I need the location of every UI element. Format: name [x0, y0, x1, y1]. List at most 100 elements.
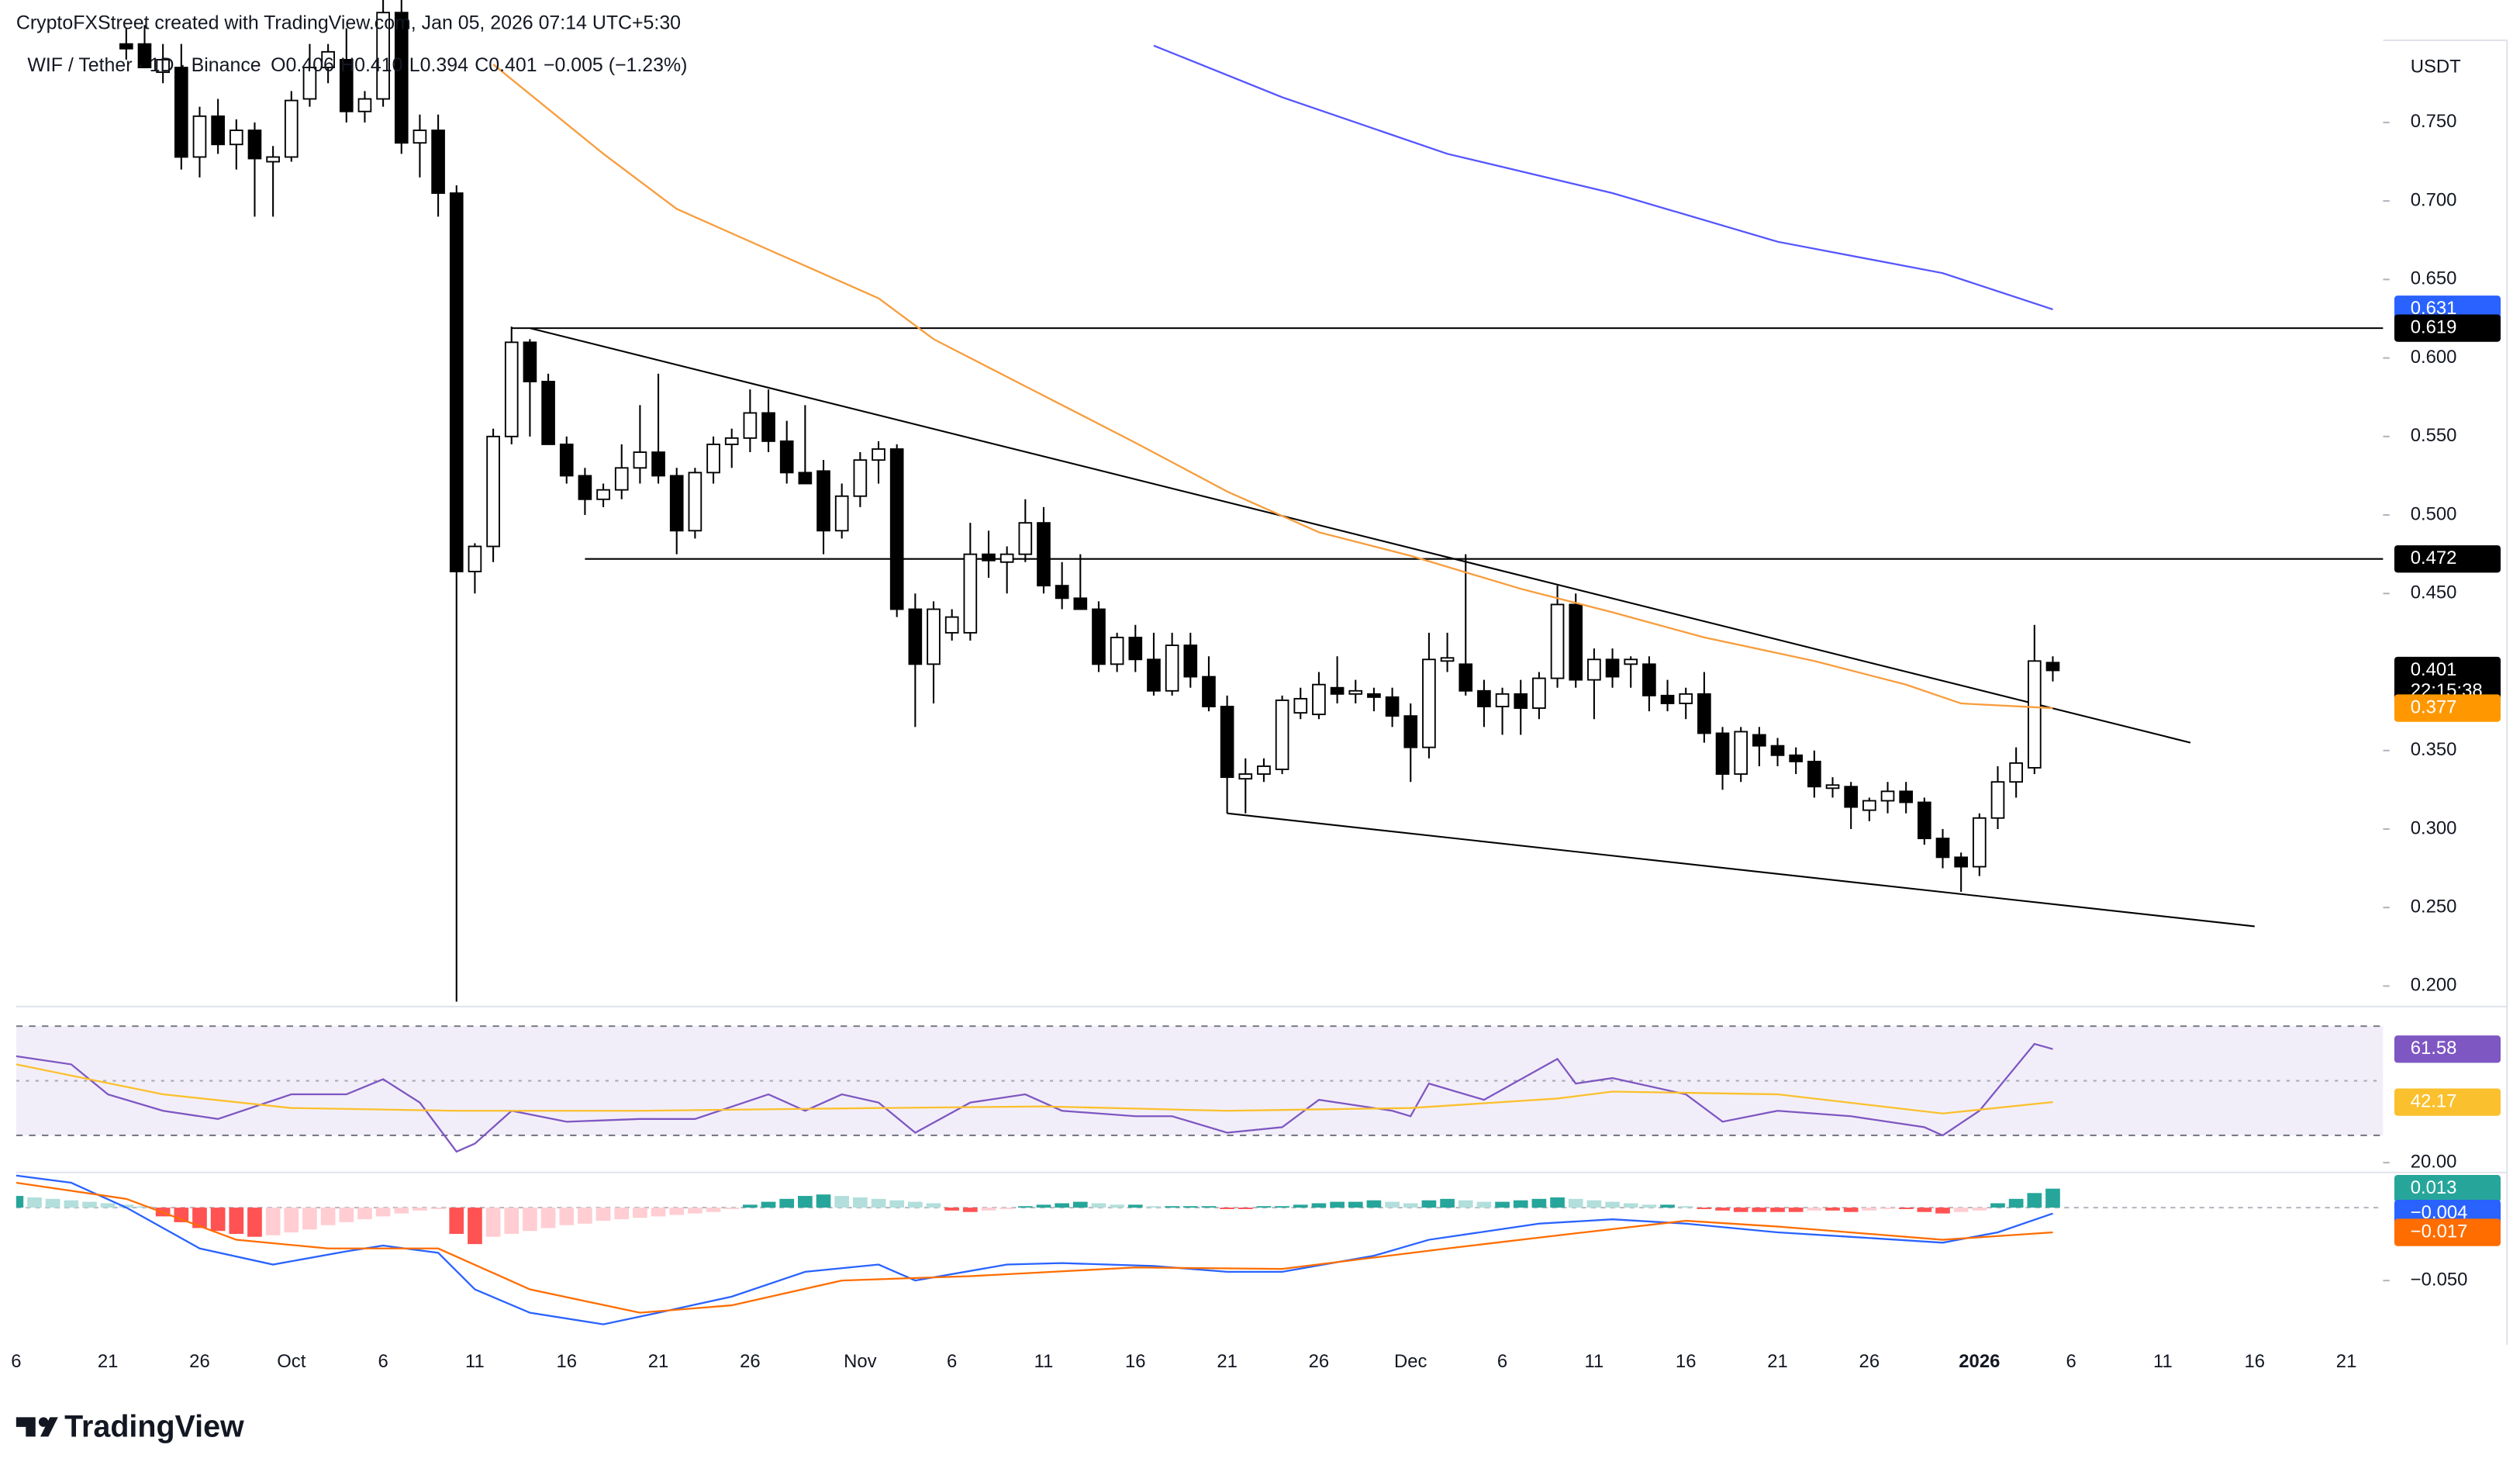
histogram-bar — [1403, 1203, 1418, 1208]
trend-line — [1227, 812, 2255, 928]
candle-body — [192, 115, 207, 158]
y-tick-label: −0.050 — [2411, 1269, 2468, 1290]
candle-body — [798, 472, 813, 485]
candle-body — [1275, 699, 1289, 770]
histogram-bar — [229, 1208, 244, 1234]
histogram-bar — [45, 1198, 60, 1208]
candle-body — [779, 440, 794, 474]
y-tick-label: 0.700 — [2411, 189, 2457, 210]
histogram-bar — [302, 1208, 317, 1230]
candle-body — [1918, 801, 1931, 840]
price-label — [2394, 314, 2501, 342]
price-label-text: 42.17 — [2411, 1090, 2457, 1111]
y-tick-label: 20.00 — [2411, 1151, 2457, 1172]
candle-body — [321, 50, 335, 68]
y-tick-label: 0.300 — [2411, 817, 2457, 838]
histogram-bar — [908, 1201, 923, 1208]
candle-body — [1514, 693, 1528, 709]
y-tick-label: 0.550 — [2411, 425, 2457, 446]
histogram-bar — [1476, 1201, 1492, 1208]
x-tick-label: 26 — [1309, 1351, 1330, 1372]
candle-body — [266, 156, 280, 163]
y-tick-label: 0.250 — [2411, 896, 2457, 917]
histogram-bar — [962, 1208, 978, 1212]
candle-body — [908, 608, 923, 665]
candle-body — [1348, 689, 1363, 695]
candle-body — [853, 459, 868, 497]
candle-body — [578, 475, 592, 500]
histogram-bar — [816, 1194, 831, 1208]
histogram-bar — [1293, 1204, 1308, 1208]
histogram-bar — [779, 1198, 795, 1208]
candle-body — [669, 475, 684, 532]
histogram-bar — [449, 1208, 464, 1234]
price-label — [2394, 1174, 2501, 1203]
histogram-bar — [944, 1208, 960, 1211]
histogram-bar — [1752, 1208, 1767, 1212]
histogram-bar — [1972, 1208, 1987, 1211]
candle-body — [1367, 693, 1381, 698]
x-tick-label: 16 — [1676, 1351, 1697, 1372]
histogram-bar — [284, 1208, 299, 1233]
indicator-line — [16, 1063, 2053, 1114]
histogram-bar — [1091, 1203, 1106, 1208]
candle-body — [1147, 658, 1161, 692]
price-label — [2394, 1218, 2501, 1246]
histogram-bar — [1311, 1203, 1327, 1208]
histogram-bar — [1788, 1208, 1804, 1212]
candle-body — [1403, 715, 1418, 748]
candle-body — [944, 616, 959, 634]
histogram-bar — [1935, 1208, 1950, 1214]
price-label — [2394, 694, 2501, 722]
candle-body — [1844, 786, 1859, 808]
histogram-bar — [1421, 1200, 1437, 1208]
histogram-bar — [320, 1208, 336, 1225]
candle-body — [1110, 637, 1124, 665]
panel — [119, 0, 2384, 1002]
histogram-bar — [100, 1203, 116, 1208]
histogram-bar — [1458, 1200, 1473, 1208]
x-tick-label: Oct — [277, 1351, 306, 1372]
indicator-line — [492, 64, 2053, 710]
histogram-bar — [926, 1203, 941, 1208]
candle-body — [2027, 660, 2042, 769]
candle-body — [596, 489, 610, 500]
histogram-bar — [1641, 1204, 1657, 1208]
candle-body — [1422, 658, 1436, 748]
x-tick-label: 21 — [1217, 1351, 1238, 1372]
symbol: WIF / Tether · 1D · Binance — [27, 54, 261, 76]
histogram-bar — [1440, 1198, 1455, 1208]
x-tick-label: 26 — [740, 1351, 761, 1372]
logo-icon — [16, 1417, 36, 1437]
candle-body — [1752, 734, 1766, 747]
histogram-bar — [82, 1201, 97, 1208]
price-label-text: 61.58 — [2411, 1038, 2457, 1059]
histogram-bar — [1036, 1204, 1051, 1208]
y-tick-label: 0.650 — [2411, 268, 2457, 289]
x-tick-label: 2026 — [1959, 1351, 2000, 1372]
candle-body — [1018, 522, 1033, 555]
candle-body — [872, 448, 885, 461]
histogram-bar — [1513, 1200, 1528, 1208]
open: O0.406 — [271, 54, 334, 76]
candle-body — [1128, 637, 1143, 661]
candle-body — [486, 435, 500, 548]
candle-body — [1440, 657, 1455, 662]
panel — [16, 1025, 2384, 1153]
trend-line — [530, 327, 2191, 744]
histogram-bar — [981, 1208, 996, 1211]
histogram-bar — [1110, 1204, 1124, 1208]
x-tick-label: 21 — [648, 1351, 669, 1372]
candle-body — [284, 99, 299, 158]
histogram-bar — [1165, 1206, 1179, 1208]
histogram-bar — [357, 1208, 372, 1220]
x-tick-label: 26 — [189, 1351, 210, 1372]
candle-body — [1624, 658, 1638, 665]
x-tick-label: 6 — [378, 1351, 388, 1372]
histogram-bar — [339, 1208, 354, 1222]
x-tick-label: 6 — [1497, 1351, 1507, 1372]
x-tick-label: 21 — [2336, 1351, 2357, 1372]
low: L0.394 — [409, 54, 468, 76]
